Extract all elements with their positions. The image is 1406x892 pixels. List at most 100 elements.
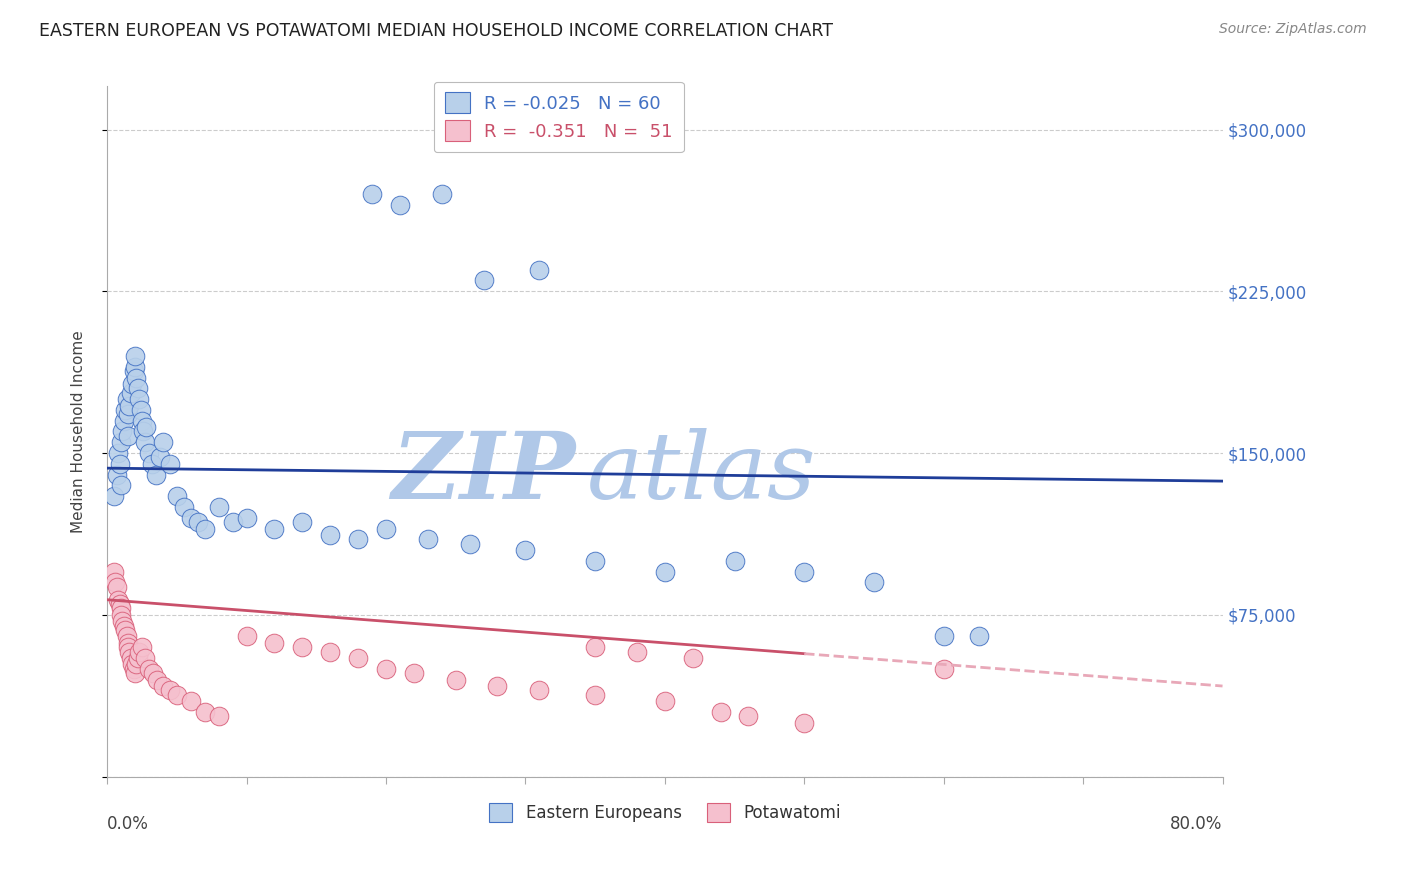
Point — [187, 515, 209, 529]
Point — [103, 489, 125, 503]
Point — [347, 533, 370, 547]
Point — [128, 644, 150, 658]
Point — [145, 467, 167, 482]
Point — [319, 528, 342, 542]
Point — [194, 522, 217, 536]
Point — [104, 575, 127, 590]
Point — [108, 457, 131, 471]
Point — [152, 679, 174, 693]
Point — [180, 510, 202, 524]
Point — [110, 478, 132, 492]
Point — [127, 381, 149, 395]
Legend: Eastern Europeans, Potawatomi: Eastern Europeans, Potawatomi — [481, 795, 849, 830]
Point — [263, 636, 285, 650]
Point — [654, 565, 676, 579]
Point — [111, 425, 134, 439]
Text: 0.0%: 0.0% — [107, 814, 149, 832]
Point — [723, 554, 745, 568]
Point — [127, 651, 149, 665]
Text: EASTERN EUROPEAN VS POTAWATOMI MEDIAN HOUSEHOLD INCOME CORRELATION CHART: EASTERN EUROPEAN VS POTAWATOMI MEDIAN HO… — [39, 22, 834, 40]
Point — [118, 399, 141, 413]
Point — [122, 364, 145, 378]
Text: ZIP: ZIP — [391, 428, 575, 518]
Point — [967, 629, 990, 643]
Point — [117, 640, 139, 655]
Point — [430, 187, 453, 202]
Point — [142, 666, 165, 681]
Point — [194, 705, 217, 719]
Point — [416, 533, 439, 547]
Point — [129, 403, 152, 417]
Point — [121, 657, 143, 672]
Text: 80.0%: 80.0% — [1170, 814, 1223, 832]
Point — [125, 370, 148, 384]
Point — [134, 435, 156, 450]
Point — [117, 636, 139, 650]
Point — [124, 349, 146, 363]
Point — [472, 273, 495, 287]
Point — [207, 500, 229, 514]
Point — [138, 446, 160, 460]
Point — [626, 644, 648, 658]
Point — [207, 709, 229, 723]
Point — [149, 450, 172, 465]
Point — [235, 629, 257, 643]
Point — [159, 683, 181, 698]
Point — [347, 651, 370, 665]
Point — [114, 403, 136, 417]
Point — [138, 662, 160, 676]
Point — [374, 522, 396, 536]
Point — [515, 543, 537, 558]
Point — [291, 640, 314, 655]
Point — [115, 392, 138, 406]
Y-axis label: Median Household Income: Median Household Income — [72, 330, 86, 533]
Point — [128, 392, 150, 406]
Point — [120, 651, 142, 665]
Point — [114, 623, 136, 637]
Point — [793, 565, 815, 579]
Point — [263, 522, 285, 536]
Point — [112, 618, 135, 632]
Point — [141, 457, 163, 471]
Point — [107, 446, 129, 460]
Point — [402, 666, 425, 681]
Point — [486, 679, 509, 693]
Point — [110, 607, 132, 622]
Point — [120, 385, 142, 400]
Point — [291, 515, 314, 529]
Point — [107, 592, 129, 607]
Text: Source: ZipAtlas.com: Source: ZipAtlas.com — [1219, 22, 1367, 37]
Point — [105, 467, 128, 482]
Point — [166, 489, 188, 503]
Point — [583, 554, 606, 568]
Point — [654, 694, 676, 708]
Point — [105, 580, 128, 594]
Point — [115, 629, 138, 643]
Point — [374, 662, 396, 676]
Point — [111, 615, 134, 629]
Point — [682, 651, 704, 665]
Point — [166, 688, 188, 702]
Text: atlas: atlas — [586, 428, 817, 518]
Point — [117, 407, 139, 421]
Point — [932, 662, 955, 676]
Point — [737, 709, 759, 723]
Point — [529, 683, 551, 698]
Point — [122, 662, 145, 676]
Point — [235, 510, 257, 524]
Point — [583, 688, 606, 702]
Point — [131, 414, 153, 428]
Point — [458, 536, 481, 550]
Point — [125, 657, 148, 672]
Point — [134, 651, 156, 665]
Point — [117, 429, 139, 443]
Point — [159, 457, 181, 471]
Point — [110, 601, 132, 615]
Point — [173, 500, 195, 514]
Point — [388, 198, 411, 212]
Point — [110, 435, 132, 450]
Point — [112, 414, 135, 428]
Point — [793, 715, 815, 730]
Point — [132, 425, 155, 439]
Point — [180, 694, 202, 708]
